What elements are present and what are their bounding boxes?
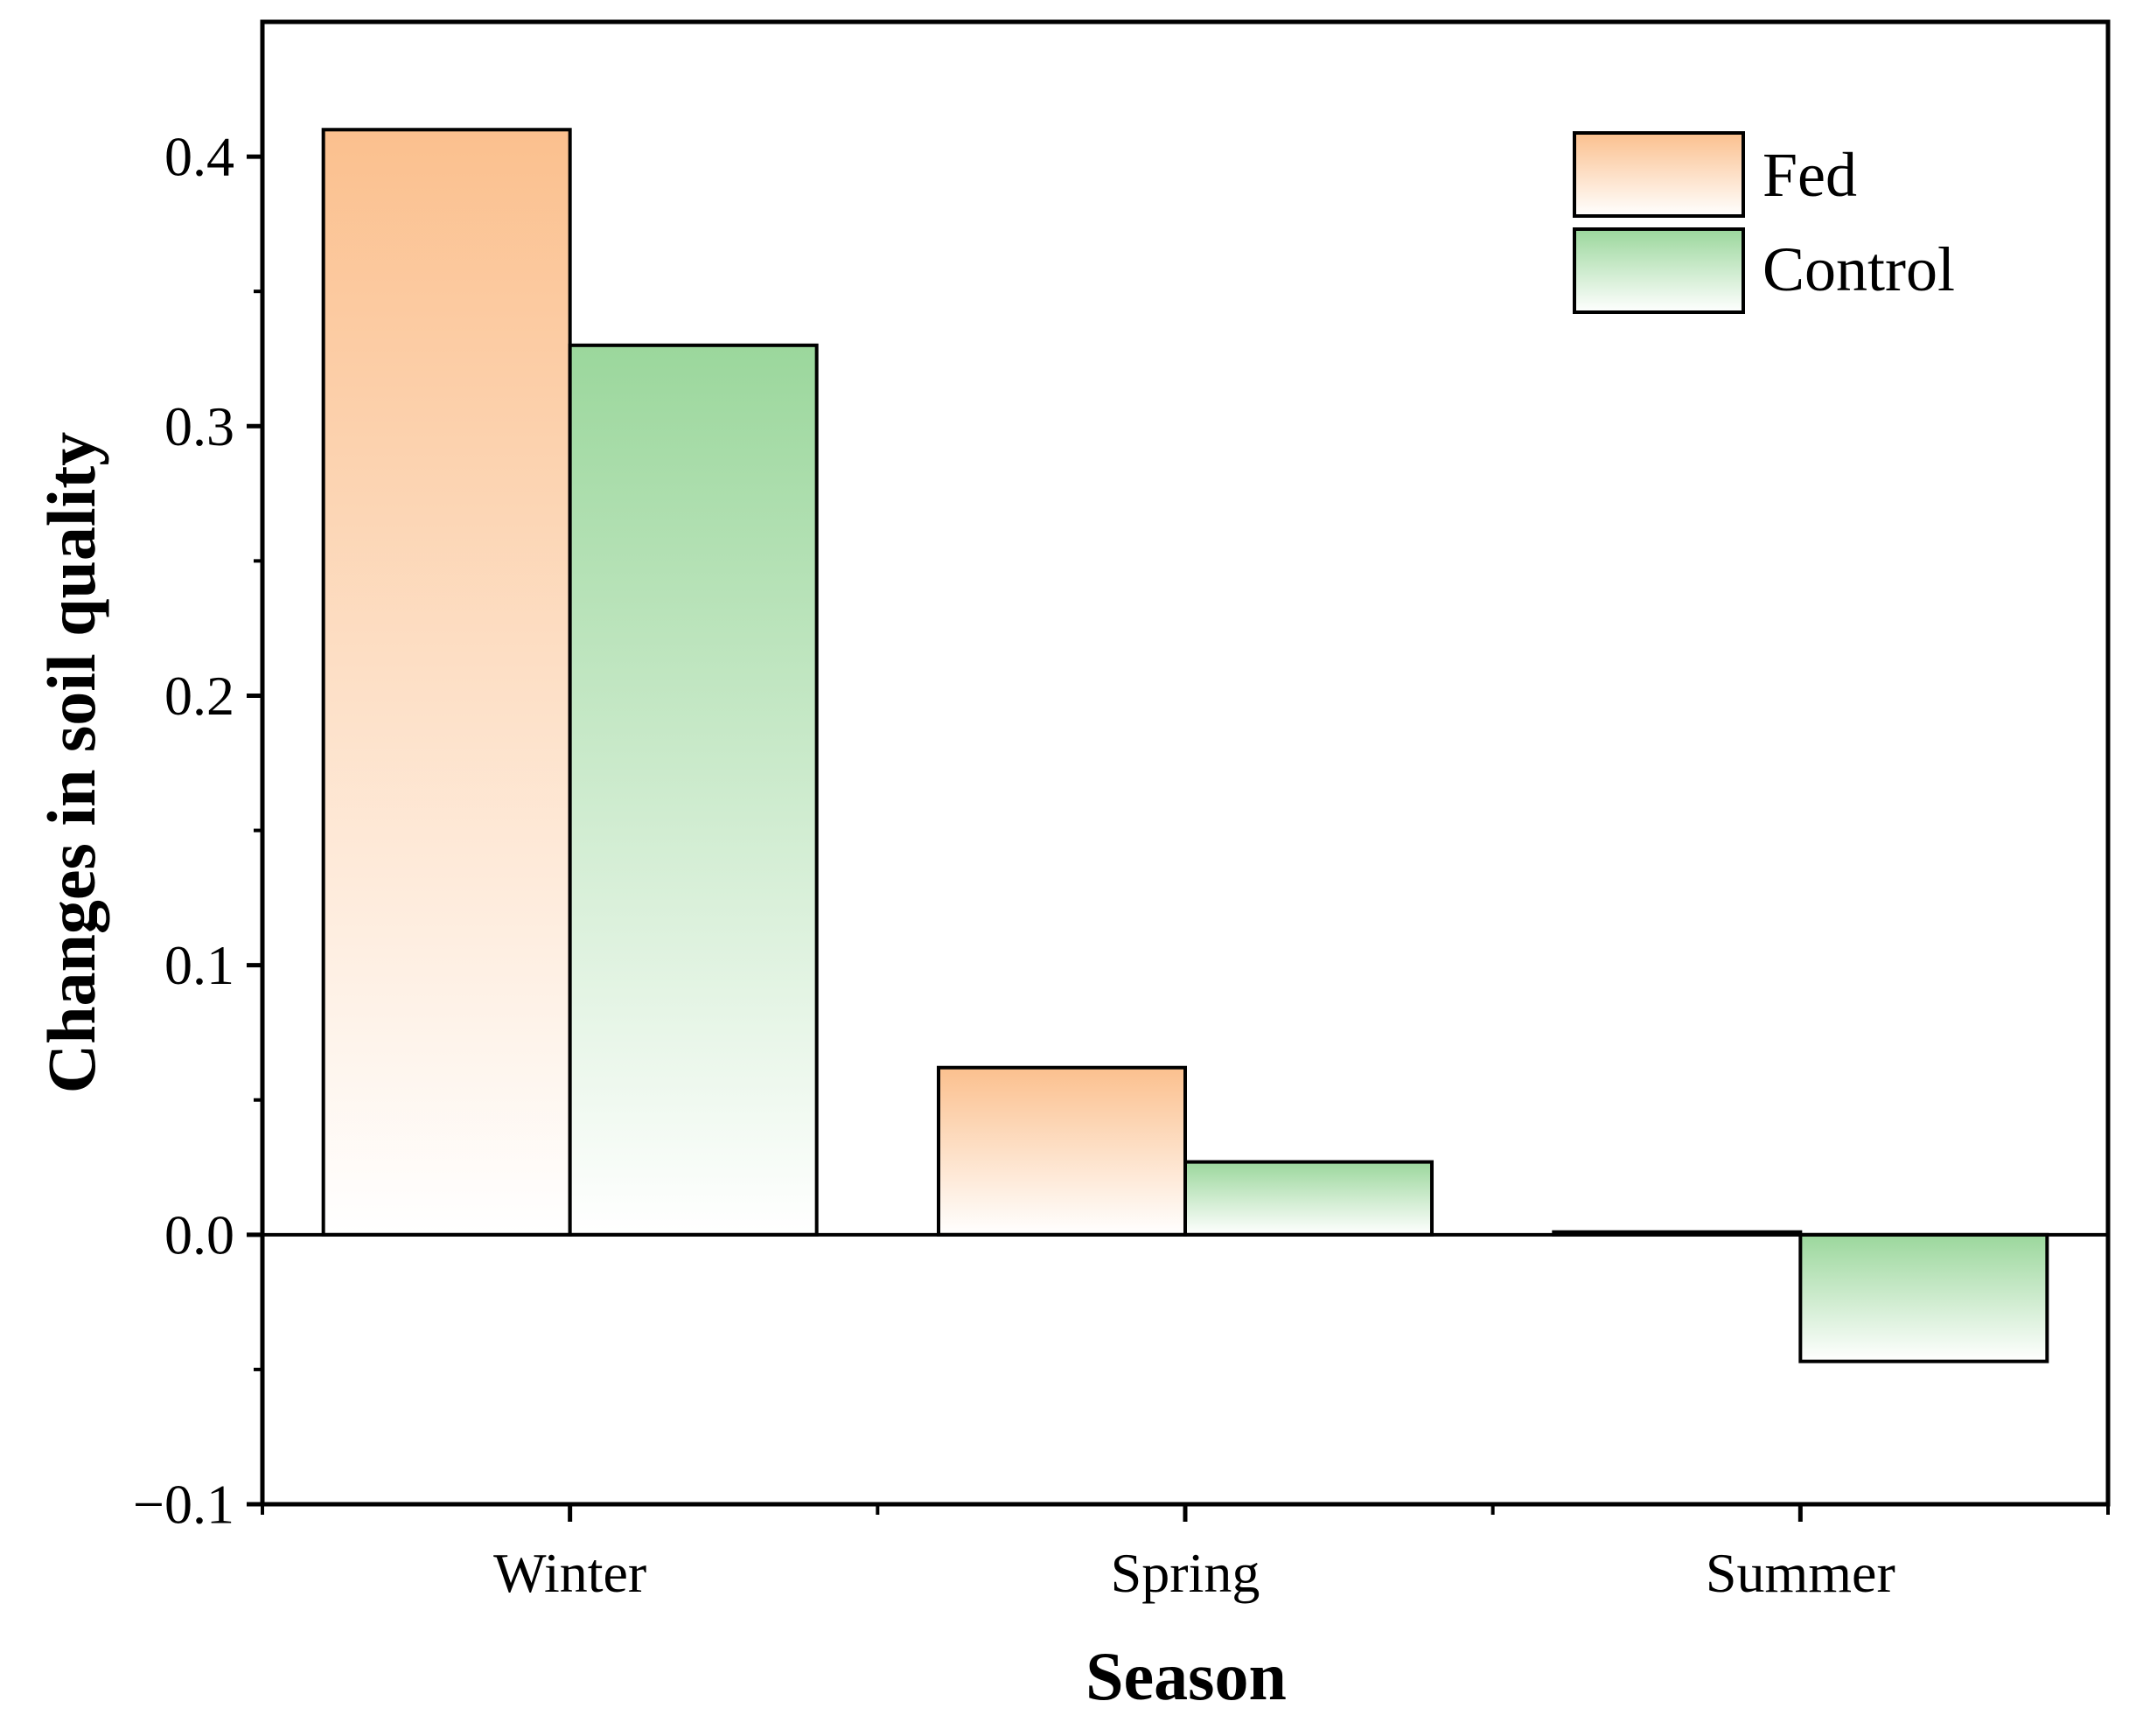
bar-control-summer [1798, 1232, 2049, 1363]
y-tick-label-2: 0.1 [164, 934, 234, 996]
x-tick-label-winter: Winter [493, 1542, 646, 1604]
y-tick-label-4: 0.3 [164, 395, 234, 457]
legend-label-control: Control [1763, 234, 1955, 304]
y-axis-title: Changes in soil quality [33, 432, 109, 1093]
legend-swatch-control [1573, 227, 1745, 314]
x-tick-label-summer: Summer [1706, 1542, 1895, 1604]
legend-swatch-fed [1573, 131, 1745, 218]
x-axis-title: Season [1085, 1638, 1287, 1714]
legend-label-fed: Fed [1763, 140, 1857, 210]
bar-control-spring [1183, 1160, 1434, 1237]
y-tick-label-3: 0.2 [164, 665, 234, 727]
y-tick-label-1: 0.0 [164, 1203, 234, 1265]
y-tick-label-0: −0.1 [133, 1474, 234, 1536]
y-tick-label-5: 0.4 [164, 126, 234, 188]
bar-control-winter [568, 343, 819, 1237]
bar-fed-winter [321, 128, 572, 1237]
legend: Fed Control [1573, 131, 1955, 314]
bar-fed-spring [937, 1065, 1187, 1237]
x-tick-label-spring: Spring [1111, 1542, 1260, 1604]
